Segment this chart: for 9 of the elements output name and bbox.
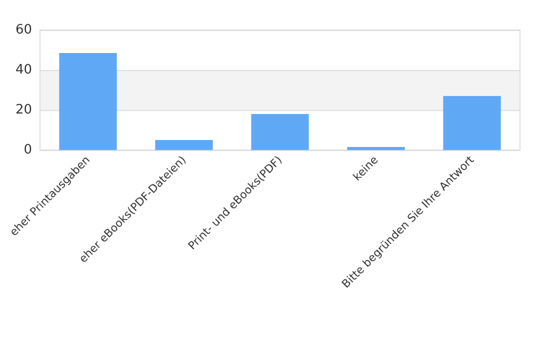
y-tick-label: 0 [24,142,32,158]
bar [59,53,117,150]
y-tick-label: 40 [15,62,32,78]
bar [251,114,309,150]
bar [347,147,405,150]
y-tick-label: 60 [15,22,32,38]
y-tick-label: 20 [15,102,32,118]
bar [443,96,501,150]
bar [155,140,213,150]
